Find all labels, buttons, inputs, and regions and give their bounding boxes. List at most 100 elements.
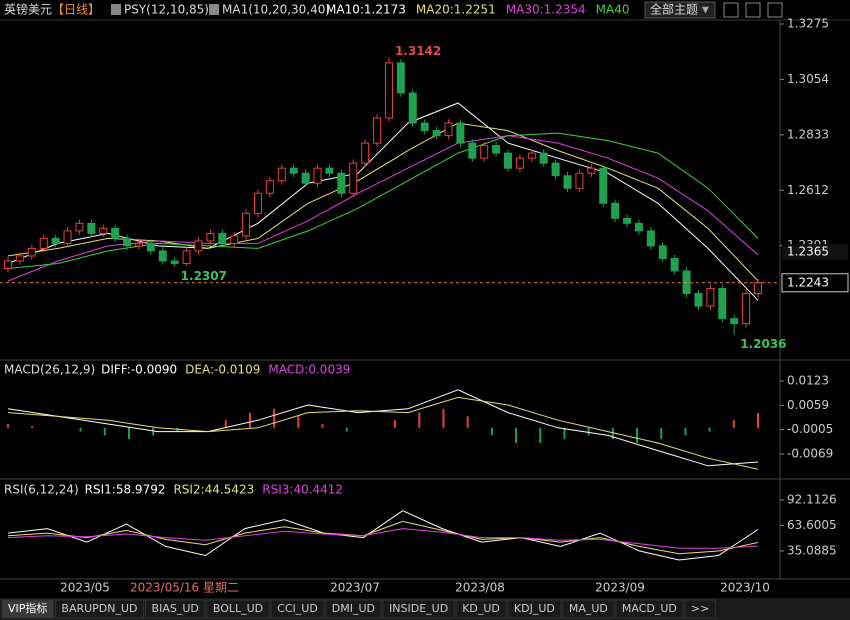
- x-tick-label: 2023/05: [60, 581, 110, 595]
- candle-body: [230, 235, 239, 244]
- icon-button[interactable]: [723, 2, 739, 18]
- candle-body: [706, 288, 715, 307]
- tab[interactable]: [615, 599, 684, 619]
- candle-body: [254, 192, 262, 214]
- tab-label[interactable]: MACD_UD: [622, 602, 677, 615]
- theme-button[interactable]: [644, 1, 716, 19]
- candle-body: [504, 152, 512, 169]
- candle-body: [551, 162, 560, 177]
- candle-body: [730, 318, 739, 325]
- tab-label[interactable]: BIAS_UD: [152, 602, 199, 615]
- candle-body: [718, 288, 727, 320]
- panel-title: RSI(6,12,24): [4, 483, 79, 497]
- symbol: 英镑美元: [4, 2, 52, 17]
- tab-label[interactable]: CCI_UD: [277, 602, 318, 615]
- candle-body: [134, 242, 143, 247]
- legend-item: DIFF:-0.0090: [101, 363, 177, 377]
- candle-body: [754, 282, 762, 295]
- candle-body: [599, 167, 608, 204]
- legend-item: MACD:0.0039: [268, 363, 350, 377]
- y-tick-label: 0.0123: [787, 374, 829, 388]
- y-tick-label: 1.2612: [787, 183, 829, 197]
- candle-body: [206, 232, 215, 242]
- tab-label[interactable]: INSIDE_UD: [389, 602, 448, 615]
- tab[interactable]: [145, 599, 206, 619]
- tab[interactable]: [54, 599, 145, 619]
- candle-body: [337, 172, 346, 194]
- candle-body: [492, 145, 501, 154]
- dropdown-icon[interactable]: ▼: [702, 6, 709, 16]
- marker-price-box: [782, 244, 848, 261]
- candle-body: [111, 227, 120, 239]
- candle-body: [39, 237, 48, 249]
- tab-label[interactable]: DMI_UD: [332, 602, 375, 615]
- tab-label[interactable]: KDJ_UD: [514, 602, 555, 615]
- series-line: [7, 135, 759, 282]
- candle-body: [408, 92, 417, 124]
- candle-body: [384, 62, 393, 119]
- candle-body: [658, 245, 667, 259]
- candle-body: [456, 122, 465, 144]
- series-line: [7, 122, 759, 282]
- icon-button[interactable]: [745, 2, 761, 18]
- tab[interactable]: [206, 599, 270, 619]
- y-tick-label: -0.0005: [787, 422, 833, 436]
- candle-body: [277, 167, 286, 182]
- tab[interactable]: [325, 599, 382, 619]
- candle-body: [670, 257, 679, 272]
- tab[interactable]: [382, 599, 455, 619]
- theme-label[interactable]: 全部主题: [650, 2, 698, 17]
- tab[interactable]: [270, 599, 325, 619]
- candle-body: [563, 175, 572, 189]
- candle-body: [539, 152, 548, 164]
- candle-body: [313, 167, 322, 184]
- candle-body: [420, 122, 429, 132]
- tab-label[interactable]: BARUPDN_UD: [61, 602, 137, 615]
- candle-body: [218, 232, 227, 244]
- candle-body: [325, 167, 334, 174]
- candle-body: [158, 250, 167, 262]
- cursor-date: 2023/05/16 星期二: [130, 581, 239, 595]
- tab[interactable]: [455, 599, 507, 619]
- candle-body: [182, 250, 191, 264]
- candle-body: [468, 142, 477, 159]
- y-tick-label: 35.0885: [787, 543, 837, 557]
- marker-price-label: 1.2365: [787, 245, 829, 259]
- candle-body: [480, 145, 489, 159]
- tab[interactable]: [562, 599, 615, 619]
- series-line: [7, 510, 759, 561]
- legend-item: DEA:-0.0109: [185, 363, 260, 377]
- candle-body: [575, 172, 584, 189]
- tab-label[interactable]: BOLL_UD: [213, 602, 263, 615]
- tab-label[interactable]: VIP指标: [8, 601, 47, 615]
- tab-label[interactable]: MA_UD: [569, 602, 608, 615]
- y-tick-label: 1.2833: [787, 127, 829, 141]
- icon-button[interactable]: [767, 2, 783, 18]
- candle-body: [63, 230, 72, 244]
- candle-body: [301, 172, 310, 184]
- candle-body: [349, 162, 358, 194]
- icon[interactable]: [209, 4, 219, 15]
- tab[interactable]: [1, 599, 54, 619]
- tab[interactable]: [507, 599, 562, 619]
- candle-body: [99, 227, 108, 234]
- panel-title: MACD(26,12,9): [4, 363, 95, 377]
- period[interactable]: 【日线】: [52, 3, 100, 17]
- tab[interactable]: [684, 599, 716, 619]
- indicator[interactable]: PSY(12,10,85): [124, 3, 209, 17]
- tab-label[interactable]: KD_UD: [462, 602, 500, 615]
- extreme-label: 1.2307: [181, 269, 227, 283]
- x-tick-label: 2023/07: [330, 581, 380, 595]
- y-tick-label: 63.6005: [787, 518, 837, 532]
- candle-body: [27, 247, 36, 257]
- candle-body: [146, 242, 155, 252]
- last-price-box: [781, 273, 849, 293]
- candle-body: [432, 130, 441, 137]
- tab-label[interactable]: >>: [691, 602, 709, 615]
- candle-body: [123, 237, 132, 247]
- candle-body: [694, 293, 703, 307]
- candle-body: [646, 230, 655, 247]
- icon[interactable]: [111, 4, 121, 15]
- ma-name[interactable]: MA1(10,20,30,40): [222, 3, 330, 17]
